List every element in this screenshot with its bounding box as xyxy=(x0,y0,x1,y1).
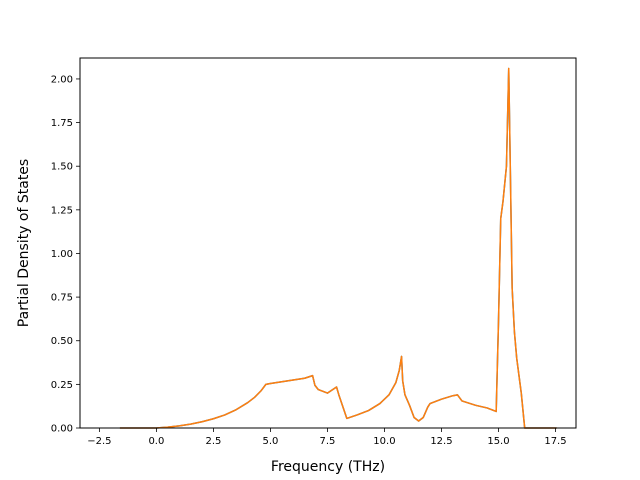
y-tick-label: 1.50 xyxy=(51,162,73,173)
x-tick-label: 12.5 xyxy=(430,436,452,447)
x-axis-ticks: −2.5 0.0 2.5 5.0 7.5 10.0 12.5 15.0 17.5 xyxy=(87,428,567,447)
y-tick-label: 0.75 xyxy=(51,293,73,304)
y-tick-label: 1.75 xyxy=(51,118,73,129)
plot-frame xyxy=(79,57,577,429)
plot-area xyxy=(80,58,576,428)
y-tick-label: 0.25 xyxy=(51,380,73,391)
x-tick-label: 2.5 xyxy=(205,436,221,447)
x-tick-label: 7.5 xyxy=(319,436,335,447)
x-tick-label: 0.0 xyxy=(148,436,164,447)
x-tick-label: 5.0 xyxy=(262,436,278,447)
y-tick-label: 0.00 xyxy=(51,424,73,435)
x-tick-label: 17.5 xyxy=(544,436,566,447)
x-tick-label: 15.0 xyxy=(487,436,509,447)
x-axis-label: Frequency (THz) xyxy=(271,459,385,475)
y-tick-label: 1.25 xyxy=(51,205,73,216)
y-tick-label: 1.00 xyxy=(51,249,73,260)
x-tick-label: −2.5 xyxy=(87,436,111,447)
y-axis-label: Partial Density of States xyxy=(16,159,32,327)
series-line-2 xyxy=(119,67,557,429)
y-tick-label: 0.50 xyxy=(51,336,73,347)
series-layer xyxy=(119,67,557,429)
x-tick-label: 10.0 xyxy=(373,436,395,447)
y-tick-label: 2.00 xyxy=(51,74,73,85)
y-axis-ticks: 0.00 0.25 0.50 0.75 1.00 1.25 1.50 1.75 2.00 xyxy=(51,74,80,435)
